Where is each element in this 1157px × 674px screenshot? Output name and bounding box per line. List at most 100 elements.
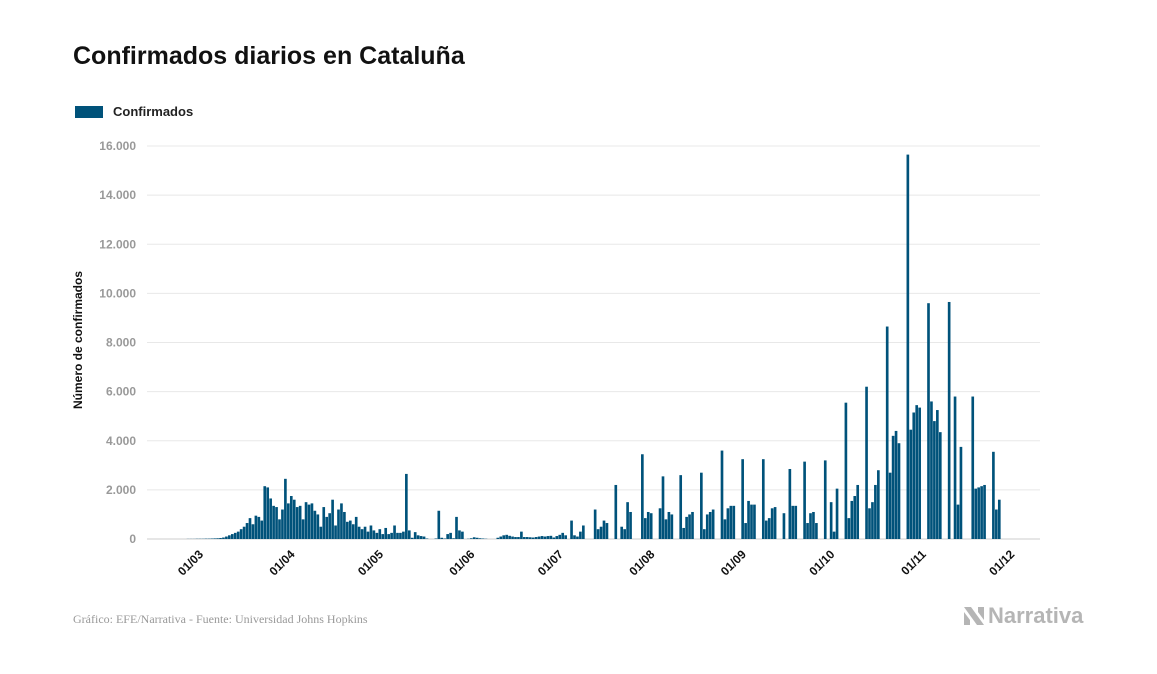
y-tick-label: 2.000: [106, 483, 136, 497]
bar: [472, 537, 476, 539]
bar: [452, 538, 455, 539]
bar: [959, 446, 963, 539]
bar: [829, 502, 833, 539]
y-tick-label: 4.000: [106, 434, 136, 448]
bar: [933, 421, 936, 539]
bar: [782, 513, 786, 539]
bar: [325, 516, 329, 539]
bar: [458, 530, 461, 539]
bar: [850, 500, 854, 539]
bar: [272, 505, 275, 539]
legend-label: Confirmados: [113, 104, 194, 119]
x-tick-labels: 01/03 01/04 01/05 01/06 01/07 01/08 01/09 01/10…: [175, 547, 1018, 578]
bar: [222, 537, 225, 539]
bar: [496, 537, 500, 539]
bar: [369, 525, 373, 539]
bar: [525, 537, 529, 539]
bar: [732, 505, 736, 539]
bar: [372, 530, 376, 539]
bar: [230, 534, 234, 539]
bar: [254, 515, 258, 539]
bar: [844, 402, 848, 539]
bar: [540, 536, 544, 539]
y-tick-label: 12.000: [99, 237, 136, 251]
bar: [216, 538, 219, 539]
bar: [546, 536, 550, 539]
bar: [461, 531, 464, 539]
bar: [573, 535, 576, 539]
y-tick-labels: 0 2.000 4.000 6.000 8.000 10.000 12.000 14.000 1…: [99, 139, 136, 546]
bar: [248, 518, 252, 539]
bar: [874, 484, 877, 539]
bar: [761, 459, 765, 539]
bar: [260, 520, 264, 539]
bar: [310, 503, 314, 539]
bar: [658, 508, 662, 539]
bar: [750, 504, 753, 539]
bar: [266, 487, 270, 539]
bar: [815, 523, 818, 539]
bar: [977, 487, 980, 539]
bar: [643, 518, 647, 539]
bar: [983, 484, 986, 539]
x-tick-label: 01/04: [266, 547, 297, 578]
bar: [744, 523, 747, 539]
bar: [847, 518, 851, 539]
gridlines: [147, 145, 1040, 540]
bar: [708, 511, 712, 539]
bar: [405, 473, 408, 539]
bar: [670, 514, 674, 539]
bar: [909, 429, 913, 539]
bar: [980, 486, 983, 539]
bar: [682, 527, 685, 539]
bar: [582, 525, 585, 539]
bar: [561, 532, 565, 539]
source-footer: Gráfico: EFE/Narrativa - Fuente: Univers…: [73, 612, 368, 626]
bar: [620, 526, 624, 539]
bar: [770, 508, 774, 539]
bar: [576, 536, 579, 539]
legend: Confirmados: [75, 104, 193, 119]
bar: [791, 505, 795, 539]
bar: [552, 537, 556, 539]
bar: [390, 532, 393, 539]
bar: [242, 526, 246, 539]
bar: [753, 504, 756, 539]
bar: [469, 538, 473, 539]
bar: [741, 459, 744, 539]
y-tick-label: 16.000: [99, 139, 136, 153]
bar: [894, 430, 898, 539]
bar: [997, 499, 1001, 539]
bar: [853, 496, 857, 539]
y-tick-label: 14.000: [99, 188, 136, 202]
bar: [357, 526, 361, 539]
bar: [885, 326, 889, 539]
bar: [331, 499, 334, 539]
bar: [614, 484, 618, 539]
bar: [319, 526, 323, 539]
bar: [257, 516, 261, 539]
bar: [667, 511, 671, 539]
bar: [416, 535, 420, 539]
bar: [599, 526, 603, 539]
bar: [517, 537, 520, 539]
bar: [413, 532, 417, 539]
x-tick-label: 01/08: [626, 547, 657, 578]
bar: [228, 535, 231, 539]
bar: [823, 460, 827, 539]
bar: [705, 514, 709, 539]
bar: [281, 509, 284, 539]
bar: [877, 470, 880, 539]
bar: [381, 534, 385, 539]
bar: [868, 508, 871, 539]
bar: [788, 468, 792, 539]
bar: [531, 537, 535, 539]
x-tick-label: 01/09: [718, 547, 749, 578]
bar: [446, 534, 449, 539]
bar: [623, 529, 626, 539]
bar: [953, 396, 957, 539]
bar: [295, 507, 299, 539]
bar: [366, 531, 370, 539]
bar: [794, 505, 798, 539]
